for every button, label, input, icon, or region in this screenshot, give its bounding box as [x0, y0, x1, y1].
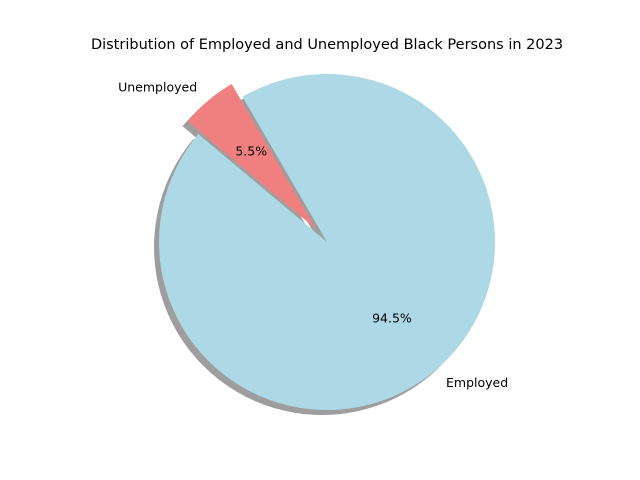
pct-label-employed: 94.5% — [372, 311, 412, 326]
slice-label-unemployed: Unemployed — [118, 79, 197, 94]
chart-title: Distribution of Employed and Unemployed … — [91, 37, 563, 53]
slice-layer — [159, 74, 495, 410]
slice-unemployed — [187, 83, 317, 230]
slice-label-employed: Employed — [446, 375, 508, 390]
slice-employed — [159, 74, 495, 410]
label-layer: Employed 94.5% Unemployed 5.5% — [118, 79, 508, 390]
pct-label-unemployed: 5.5% — [235, 144, 267, 159]
